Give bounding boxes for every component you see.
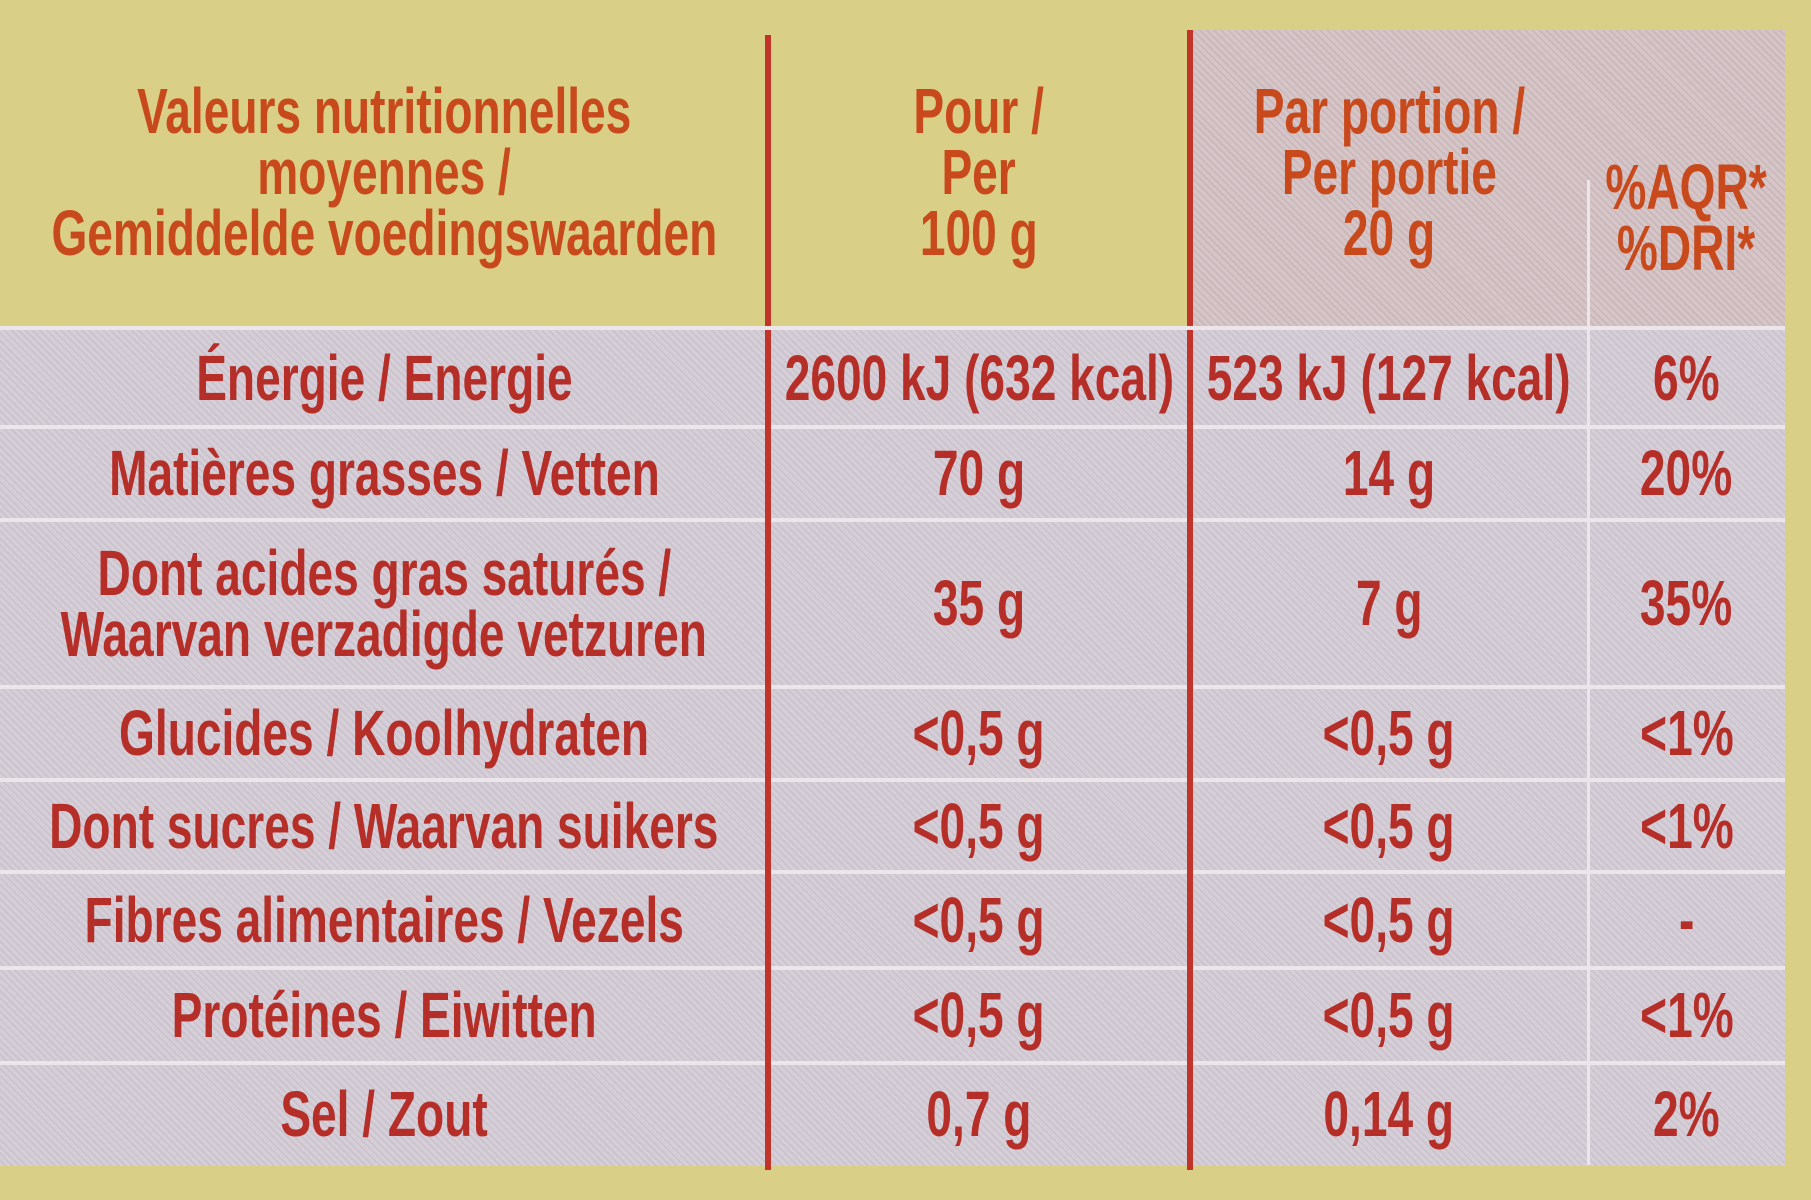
cell-text: <0,5 g [1323,789,1455,862]
cell-text: Par portion / [1253,75,1525,148]
cell-text: 35% [1640,567,1733,640]
table-cell: 20% [1588,427,1785,520]
cell-text: 20 g [1342,196,1436,269]
table-cell: 7 g [1190,520,1588,687]
table-cell: Dont sucres / Waarvan suikers [0,780,768,872]
column-divider [1187,30,1193,1170]
header-cell: Par portion / Per portie 20 g [1190,20,1588,325]
cell-text: Dont sucres / Waarvan suikers [49,789,719,862]
cell-text: Gemiddelde voedingswaarden [51,196,717,269]
header-cell: %AQR* %DRI* [1588,110,1785,325]
table-cell: Matières grasses / Vetten [0,427,768,520]
row-divider [0,518,1785,522]
table-cell: 0,14 g [1190,1063,1588,1166]
table-cell: Dont acides gras saturés / Waarvan verzad… [0,520,768,687]
row-divider [0,685,1785,689]
cell-text: Sel / Zout [280,1078,488,1151]
table-cell: - [1588,872,1785,968]
table-cell: Sel / Zout [0,1063,768,1166]
cell-text: 70 g [932,437,1026,510]
cell-text: Pour / [913,75,1045,148]
cell-text: Valeurs nutritionnelles [136,75,632,148]
cell-text: <1% [1639,697,1734,770]
row-divider [0,966,1785,970]
cell-text: %DRI* [1617,211,1756,284]
row-divider [0,1061,1785,1065]
table-cell: 70 g [768,427,1190,520]
cell-text: Énergie / Energie [195,342,573,415]
cell-text: %AQR* [1605,150,1768,223]
cell-text: <0,5 g [913,789,1045,862]
table-cell: <0,5 g [1190,872,1588,968]
cell-text: <0,5 g [913,979,1045,1052]
header-cell: Pour / Per 100 g [768,20,1190,325]
table-cell: 523 kJ (127 kcal) [1190,330,1588,427]
cell-text: 0,7 g [926,1078,1032,1151]
cell-text: 6% [1653,342,1720,415]
header-shade [1190,30,1785,330]
table-cell: <1% [1588,780,1785,872]
table-cell: Protéines / Eiwitten [0,968,768,1063]
table-cell: <0,5 g [768,687,1190,780]
table-cell: <1% [1588,968,1785,1063]
cell-text: Per portie [1281,136,1497,209]
cell-text: 20% [1640,437,1733,510]
table-cell: <0,5 g [768,780,1190,872]
header-divider [0,326,1785,330]
header-cell: Valeurs nutritionnelles moyennes / Gemidde… [0,20,768,325]
cell-text: 35 g [932,567,1026,640]
table-cell: Glucides / Koolhydraten [0,687,768,780]
cell-text: Fibres alimentaires / Vezels [84,883,684,956]
table-cell: <1% [1588,687,1785,780]
column-divider [765,35,771,1170]
table-cell: <0,5 g [768,968,1190,1063]
cell-text: Per [941,136,1017,209]
cell-text: 2% [1653,1078,1720,1151]
table-cell: <0,5 g [768,872,1190,968]
cell-text: moyennes / [257,136,511,209]
table-cell: <0,5 g [1190,687,1588,780]
table-body [0,330,1785,1166]
cell-text: 0,14 g [1323,1078,1455,1151]
table-cell: 2600 kJ (632 kcal) [768,330,1190,427]
table-cell: <0,5 g [1190,968,1588,1063]
cell-text: Protéines / Eiwitten [171,979,597,1052]
table-cell: 14 g [1190,427,1588,520]
table-cell: 0,7 g [768,1063,1190,1166]
cell-text: 100 g [920,196,1038,269]
row-divider [0,425,1785,429]
cell-text: <0,5 g [913,697,1045,770]
table-cell: Fibres alimentaires / Vezels [0,872,768,968]
cell-text: <1% [1639,979,1734,1052]
cell-text: Waarvan verzadigde vetzuren [60,597,708,670]
column-divider [1587,180,1590,1165]
cell-text: <0,5 g [1323,883,1455,956]
cell-text: Dont acides gras saturés / [97,536,671,609]
cell-text: 2600 kJ (632 kcal) [784,342,1174,415]
row-divider [0,870,1785,874]
table-cell: <0,5 g [1190,780,1588,872]
table-cell: Énergie / Energie [0,330,768,427]
cell-text: <0,5 g [1323,979,1455,1052]
cell-text: 523 kJ (127 kcal) [1207,342,1571,415]
table-cell: 6% [1588,330,1785,427]
cell-text: 14 g [1342,437,1436,510]
cell-text: <0,5 g [913,883,1045,956]
table-cell: 35 g [768,520,1190,687]
cell-text: <0,5 g [1323,697,1455,770]
cell-text: 7 g [1355,567,1423,640]
cell-text: Glucides / Koolhydraten [118,697,650,770]
cell-text: <1% [1639,789,1734,862]
cell-text: - [1678,883,1695,956]
row-divider [0,778,1785,782]
table-cell: 2% [1588,1063,1785,1166]
table-cell: 35% [1588,520,1785,687]
cell-text: Matières grasses / Vetten [108,437,660,510]
